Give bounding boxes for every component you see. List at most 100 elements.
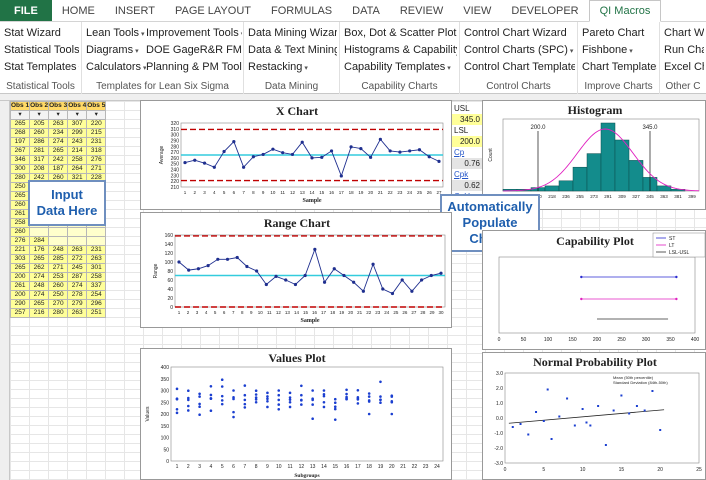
- table-cell[interactable]: 248: [48, 245, 69, 255]
- table-cell[interactable]: [86, 236, 107, 246]
- table-cell[interactable]: 200: [9, 272, 31, 282]
- table-cell[interactable]: 265: [9, 191, 31, 201]
- table-cell[interactable]: 176: [29, 245, 50, 255]
- table-cell[interactable]: 307: [67, 119, 88, 129]
- table-cell[interactable]: 263: [86, 254, 107, 264]
- ribbon-button-control-chart-wizard[interactable]: Control Chart Wizard: [464, 25, 575, 42]
- table-header-cell[interactable]: Obs 3: [48, 101, 69, 111]
- tab-qi-macros[interactable]: QI Macros: [588, 0, 662, 22]
- values-plot-panel[interactable]: Values Plot 0 50 100 150 200 250 300 350 400 1 2 3 4 5…: [140, 348, 452, 480]
- table-cell[interactable]: 265: [29, 254, 50, 264]
- ribbon-button-stat-wizard[interactable]: Stat Wizard: [4, 25, 79, 42]
- table-cell[interactable]: 299: [67, 128, 88, 138]
- table-cell[interactable]: 276: [86, 155, 107, 165]
- table-cell[interactable]: 263: [67, 245, 88, 255]
- lsl-value[interactable]: 200.0: [452, 136, 482, 147]
- table-cell[interactable]: 265: [29, 299, 50, 309]
- table-cell[interactable]: 262: [29, 263, 50, 273]
- ribbon-button-planning-pm-tools[interactable]: Planning & PM Tools▾: [146, 59, 242, 76]
- filter-dropdown-icon[interactable]: ▾: [48, 110, 69, 120]
- tab-review[interactable]: REVIEW: [399, 4, 444, 17]
- table-cell[interactable]: 261: [9, 209, 31, 219]
- table-cell[interactable]: [67, 236, 88, 246]
- table-cell[interactable]: 260: [9, 227, 31, 237]
- table-cell[interactable]: 258: [67, 155, 88, 165]
- table-cell[interactable]: 270: [48, 299, 69, 309]
- table-cell[interactable]: 263: [67, 308, 88, 318]
- ribbon-button-run-cha[interactable]: Run Cha: [664, 42, 704, 59]
- table-cell[interactable]: 265: [9, 119, 31, 129]
- table-cell[interactable]: 214: [67, 146, 88, 156]
- table-cell[interactable]: [67, 227, 88, 237]
- tab-view[interactable]: VIEW: [463, 4, 492, 17]
- table-cell[interactable]: [86, 227, 107, 237]
- table-cell[interactable]: 260: [48, 281, 69, 291]
- table-cell[interactable]: 250: [48, 290, 69, 300]
- table-cell[interactable]: 208: [29, 164, 50, 174]
- filter-dropdown-icon[interactable]: ▾: [67, 110, 88, 120]
- table-cell[interactable]: 242: [48, 155, 69, 165]
- range-chart-panel[interactable]: Range Chart 0 20 40 60 80 100 120 140 160 1 2 3 4 5 6 7 8…: [140, 212, 452, 328]
- table-cell[interactable]: 248: [29, 281, 50, 291]
- ribbon-button-fishbone[interactable]: Fishbone ▾: [582, 42, 657, 59]
- table-cell[interactable]: 231: [86, 137, 107, 147]
- table-cell[interactable]: 303: [9, 254, 31, 264]
- table-cell[interactable]: 253: [48, 272, 69, 282]
- table-cell[interactable]: 265: [48, 146, 69, 156]
- table-cell[interactable]: 260: [9, 200, 31, 210]
- table-cell[interactable]: 301: [86, 263, 107, 273]
- table-cell[interactable]: 221: [9, 245, 31, 255]
- table-cell[interactable]: 250: [9, 182, 31, 192]
- tab-data[interactable]: DATA: [352, 4, 380, 17]
- cp-label[interactable]: Cp: [452, 147, 482, 158]
- ribbon-button-improvement-tools[interactable]: Improvement Tools▾: [146, 25, 242, 42]
- table-cell[interactable]: 197: [9, 137, 31, 147]
- table-cell[interactable]: 267: [9, 146, 31, 156]
- cpk-label[interactable]: Cpk: [452, 169, 482, 180]
- ribbon-button-lean-tools[interactable]: Lean Tools ▾: [86, 25, 146, 42]
- table-cell[interactable]: [48, 236, 69, 246]
- ribbon-button-chart-w[interactable]: Chart W: [664, 25, 704, 42]
- tab-developer[interactable]: DEVELOPER: [511, 4, 579, 17]
- tab-file[interactable]: FILE: [0, 0, 52, 21]
- ribbon-button-excel-ch[interactable]: Excel Ch: [664, 59, 704, 76]
- ribbon-button-statistical-tools[interactable]: Statistical Tools▾: [4, 42, 79, 59]
- table-cell[interactable]: 346: [9, 155, 31, 165]
- ribbon-button-capability-templates[interactable]: Capability Templates ▾: [344, 59, 457, 76]
- table-cell[interactable]: 243: [67, 137, 88, 147]
- table-cell[interactable]: 187: [48, 164, 69, 174]
- table-cell[interactable]: 216: [29, 308, 50, 318]
- table-cell[interactable]: 258: [9, 218, 31, 228]
- table-cell[interactable]: 261: [9, 281, 31, 291]
- table-cell[interactable]: 264: [67, 164, 88, 174]
- table-cell[interactable]: 274: [67, 281, 88, 291]
- capability-plot-panel[interactable]: Capability Plot 0 50 100 150 200 250 300 350 400 S…: [482, 230, 706, 350]
- ribbon-button-histograms-capability[interactable]: Histograms & Capability▾: [344, 42, 457, 59]
- table-cell[interactable]: 231: [86, 245, 107, 255]
- ribbon-button-restacking[interactable]: Restacking ▾: [248, 59, 337, 76]
- table-cell[interactable]: 254: [86, 290, 107, 300]
- ribbon-button-pareto-chart[interactable]: Pareto Chart: [582, 25, 657, 42]
- table-cell[interactable]: 272: [67, 254, 88, 264]
- table-cell[interactable]: 280: [48, 308, 69, 318]
- tab-home[interactable]: HOME: [61, 4, 95, 17]
- ribbon-button-box-dot-scatter-plot[interactable]: Box, Dot & Scatter Plot▾: [344, 25, 457, 42]
- table-header-cell[interactable]: Obs 1: [9, 101, 31, 111]
- table-header-cell[interactable]: Obs 4: [67, 101, 88, 111]
- tab-page-layout[interactable]: PAGE LAYOUT: [174, 4, 251, 17]
- ribbon-button-calculators[interactable]: Calculators ▾: [86, 59, 146, 76]
- table-cell[interactable]: 274: [29, 290, 50, 300]
- filter-dropdown-icon[interactable]: ▾: [86, 110, 107, 120]
- table-cell[interactable]: 290: [9, 299, 31, 309]
- table-cell[interactable]: 300: [9, 164, 31, 174]
- table-cell[interactable]: 260: [29, 128, 50, 138]
- usl-value[interactable]: 345.0: [452, 114, 482, 125]
- tab-formulas[interactable]: FORMULAS: [271, 4, 333, 17]
- table-cell[interactable]: 245: [67, 263, 88, 273]
- worksheet[interactable]: Obs 1 Obs 2 Obs 3 Obs 4 Obs 5 ▾ ▾ ▾ ▾ ▾ 265 205 263 3…: [0, 94, 706, 480]
- ribbon-button-doe-gager-r-fmea[interactable]: DOE GageR&R FMEA▾: [146, 42, 242, 59]
- table-header-cell[interactable]: Obs 5: [86, 101, 107, 111]
- ribbon-button-diagrams[interactable]: Diagrams ▾: [86, 42, 146, 59]
- normal-probability-panel[interactable]: Normal Probability Plot -3.0 -2.0 -1.0 0.0 1.…: [482, 352, 706, 480]
- table-cell[interactable]: 279: [67, 299, 88, 309]
